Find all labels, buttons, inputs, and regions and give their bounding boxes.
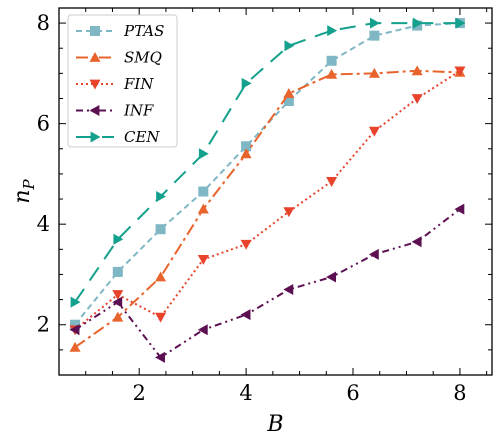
data-point-inf <box>454 203 465 215</box>
y-tick-label: 2 <box>37 313 50 337</box>
data-point-ptas <box>112 266 123 277</box>
y-axis-label: nP <box>10 178 38 203</box>
legend-item-ptas: PTAS <box>76 22 164 40</box>
legend-item-inf: INF <box>76 102 154 120</box>
data-point-fin <box>197 254 209 265</box>
series-cen <box>70 17 466 308</box>
data-point-smq <box>283 87 295 98</box>
data-point-smq <box>69 341 81 352</box>
legend-marker-fin <box>89 79 101 90</box>
data-point-fin <box>112 290 124 301</box>
data-point-ptas <box>369 30 380 41</box>
data-point-cen <box>284 40 295 52</box>
data-point-fin <box>240 239 252 250</box>
series-inf <box>69 203 465 363</box>
data-point-cen <box>327 25 338 37</box>
data-point-fin <box>326 177 338 187</box>
data-point-cen <box>113 233 124 245</box>
x-tick-label: 2 <box>132 381 145 405</box>
data-point-inf <box>69 324 80 336</box>
legend-marker-cen <box>90 131 101 143</box>
y-tick-label: 6 <box>37 112 50 136</box>
x-tick-label: 8 <box>453 381 466 405</box>
y-tick-label: 8 <box>37 11 50 35</box>
series-line-cen <box>74 22 460 303</box>
legend: PTAS SMQ FIN INF CEN <box>67 14 178 148</box>
data-point-inf <box>368 248 379 260</box>
data-point-fin <box>454 66 466 77</box>
legend-marker-smq <box>89 52 101 62</box>
x-tick-label: 6 <box>346 381 359 405</box>
y-tick-label: 4 <box>37 212 50 236</box>
data-point-fin <box>155 312 167 323</box>
data-point-smq <box>368 67 380 78</box>
data-point-smq <box>326 68 338 79</box>
data-point-smq <box>112 311 124 322</box>
data-point-ptas <box>70 319 81 330</box>
data-point-smq <box>155 271 167 282</box>
data-point-inf <box>155 351 165 363</box>
series-line-ptas <box>74 22 460 326</box>
data-point-inf <box>326 271 337 283</box>
legend-label-inf: INF <box>123 102 154 120</box>
axis-ticks <box>59 8 492 376</box>
legend-item-fin: FIN <box>76 75 154 93</box>
data-point-cen <box>156 191 167 203</box>
data-point-fin <box>368 126 380 137</box>
data-point-inf <box>283 284 294 296</box>
legend-label-fin: FIN <box>123 75 154 93</box>
legend-label-cen: CEN <box>124 128 160 146</box>
plot-frame <box>58 7 493 376</box>
data-point-smq <box>197 203 209 214</box>
data-point-smq <box>411 65 423 76</box>
legend-item-smq: SMQ <box>76 49 162 67</box>
data-point-smq <box>240 148 252 159</box>
data-point-cen <box>198 148 209 160</box>
series-line-inf <box>74 208 461 359</box>
data-point-inf <box>197 324 208 336</box>
legend-marker-inf <box>89 105 100 116</box>
series-line-fin <box>74 69 461 331</box>
data-point-cen <box>455 17 466 29</box>
data-point-ptas <box>283 96 294 107</box>
legend-box <box>67 14 178 148</box>
data-point-inf <box>411 236 422 248</box>
legend-item-cen: CEN <box>76 128 160 146</box>
data-point-inf <box>112 296 123 308</box>
data-point-cen <box>369 17 380 29</box>
series-smq <box>69 65 466 352</box>
data-point-inf <box>240 309 251 321</box>
data-point-fin <box>411 94 423 104</box>
data-point-cen <box>241 77 252 89</box>
legend-marker-ptas <box>90 26 100 36</box>
tick-labels: 2 4 6 8 2 4 6 8 <box>37 11 467 405</box>
data-point-ptas <box>241 141 252 152</box>
data-point-ptas <box>155 224 166 235</box>
legend-label-ptas: PTAS <box>123 22 164 40</box>
data-point-ptas <box>198 186 209 197</box>
series-layer <box>69 17 466 363</box>
legend-label-smq: SMQ <box>124 49 162 67</box>
x-axis-label: B <box>266 412 283 437</box>
data-point-cen <box>70 296 81 308</box>
data-point-ptas <box>326 55 337 66</box>
x-tick-label: 4 <box>239 381 252 405</box>
data-point-cen <box>412 17 423 29</box>
data-point-fin <box>283 207 295 218</box>
series-line-smq <box>74 69 460 349</box>
